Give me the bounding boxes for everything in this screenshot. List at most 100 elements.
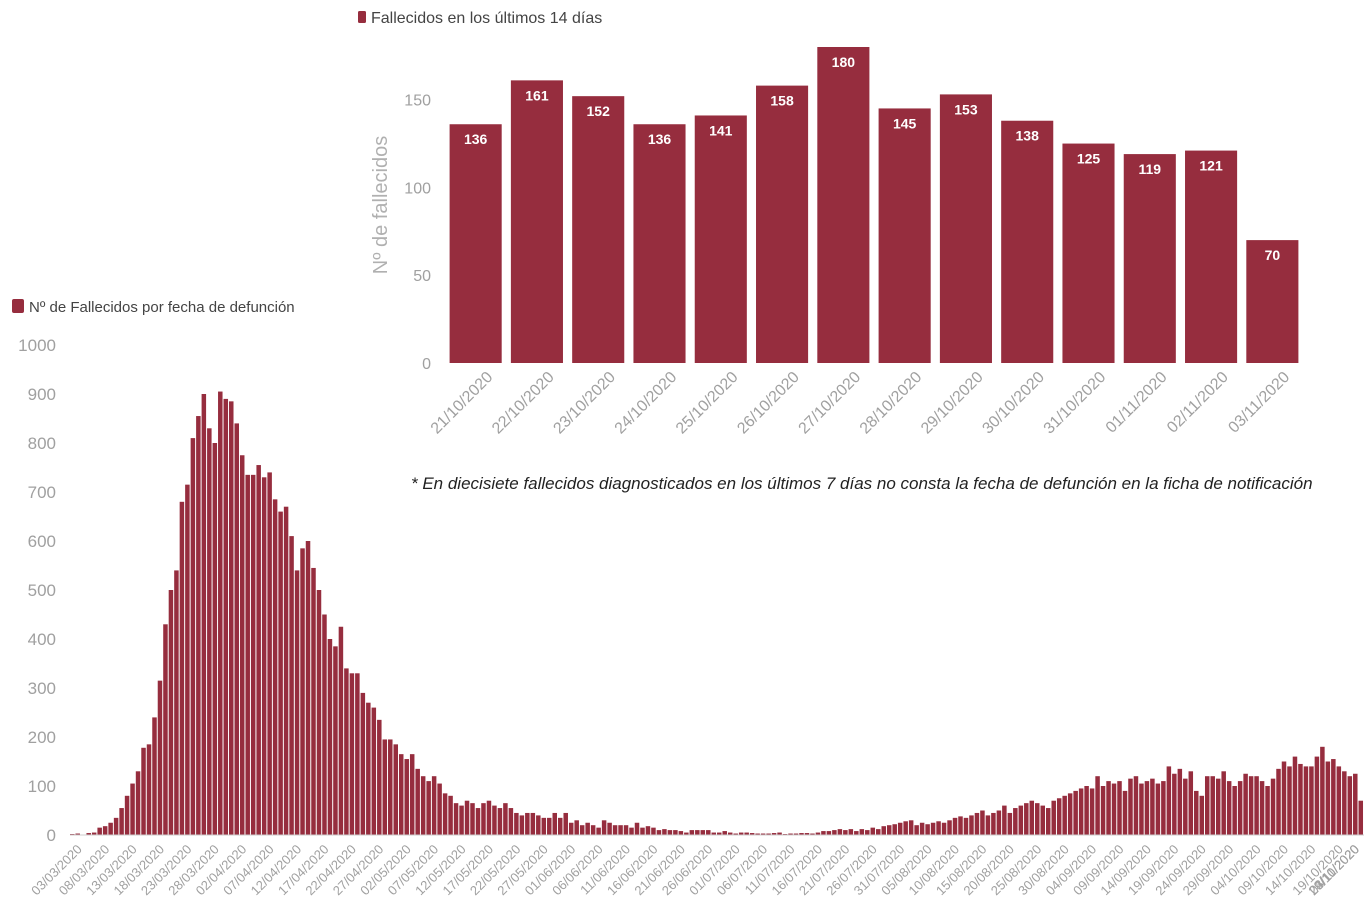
main-bar[interactable] bbox=[218, 391, 223, 835]
main-bar[interactable] bbox=[86, 833, 91, 835]
main-bar[interactable] bbox=[431, 776, 437, 835]
main-bar[interactable] bbox=[700, 830, 706, 835]
main-bar[interactable] bbox=[1336, 766, 1342, 835]
main-bar[interactable] bbox=[196, 416, 201, 835]
main-bar[interactable] bbox=[1353, 773, 1358, 835]
main-bar[interactable] bbox=[1051, 800, 1056, 835]
main-bar[interactable] bbox=[503, 803, 508, 835]
main-bar[interactable] bbox=[393, 744, 399, 835]
main-bar[interactable] bbox=[157, 680, 163, 835]
main-bar[interactable] bbox=[651, 827, 656, 835]
main-bar[interactable] bbox=[519, 815, 525, 835]
main-bar[interactable] bbox=[278, 511, 283, 835]
main-bar[interactable] bbox=[552, 812, 558, 835]
main-bar[interactable] bbox=[914, 825, 919, 835]
inset-legend-label[interactable]: Fallecidos en los últimos 14 días bbox=[371, 10, 602, 27]
main-bar[interactable] bbox=[684, 832, 689, 835]
main-bar[interactable] bbox=[1150, 778, 1155, 835]
main-bar[interactable] bbox=[1018, 805, 1024, 835]
main-bar[interactable] bbox=[618, 825, 623, 835]
main-bar[interactable] bbox=[267, 472, 272, 835]
main-bar[interactable] bbox=[97, 827, 102, 835]
main-bar[interactable] bbox=[557, 817, 563, 835]
main-bar[interactable] bbox=[1248, 776, 1254, 835]
main-bar[interactable] bbox=[1040, 805, 1046, 835]
inset-bar[interactable] bbox=[1185, 150, 1238, 363]
main-bar[interactable] bbox=[1276, 768, 1281, 835]
inset-bar[interactable] bbox=[1123, 154, 1176, 363]
main-bar[interactable] bbox=[1243, 773, 1248, 835]
main-bar[interactable] bbox=[530, 812, 536, 835]
main-bar[interactable] bbox=[1204, 776, 1210, 835]
main-bar[interactable] bbox=[722, 831, 727, 835]
main-bar[interactable] bbox=[1078, 788, 1084, 835]
main-bar[interactable] bbox=[75, 833, 80, 835]
main-bar[interactable] bbox=[1287, 766, 1292, 835]
main-bar[interactable] bbox=[404, 759, 409, 835]
main-bar[interactable] bbox=[1095, 776, 1100, 835]
main-bar[interactable] bbox=[1265, 786, 1270, 835]
main-bar[interactable] bbox=[1215, 778, 1221, 835]
main-bar[interactable] bbox=[174, 570, 179, 835]
main-bar[interactable] bbox=[727, 832, 733, 835]
main-bar[interactable] bbox=[316, 590, 322, 835]
main-legend-label[interactable]: Nº de Fallecidos por fecha de defunción bbox=[29, 299, 295, 316]
main-bar[interactable] bbox=[382, 739, 388, 835]
main-bar[interactable] bbox=[585, 822, 590, 835]
main-bar[interactable] bbox=[388, 739, 393, 835]
main-bar[interactable] bbox=[234, 423, 239, 835]
main-bar[interactable] bbox=[963, 817, 969, 835]
main-bar[interactable] bbox=[366, 702, 371, 835]
main-bar[interactable] bbox=[717, 832, 722, 835]
inset-bar[interactable] bbox=[633, 124, 686, 364]
main-bar[interactable] bbox=[1029, 800, 1035, 835]
main-bar[interactable] bbox=[135, 771, 141, 835]
main-bar[interactable] bbox=[930, 822, 936, 835]
main-bar[interactable] bbox=[1067, 793, 1073, 835]
main-bar[interactable] bbox=[865, 830, 870, 835]
main-bar[interactable] bbox=[1035, 803, 1040, 835]
main-bar[interactable] bbox=[1177, 768, 1183, 835]
main-bar[interactable] bbox=[1144, 781, 1150, 835]
main-bar[interactable] bbox=[294, 570, 300, 835]
main-bar[interactable] bbox=[1166, 766, 1172, 835]
main-bar[interactable] bbox=[711, 832, 717, 835]
main-bar[interactable] bbox=[124, 795, 130, 835]
main-bar[interactable] bbox=[897, 822, 903, 835]
main-bar[interactable] bbox=[892, 824, 897, 835]
main-bar[interactable] bbox=[903, 821, 908, 835]
main-bar[interactable] bbox=[848, 829, 854, 835]
main-bar[interactable] bbox=[475, 808, 481, 835]
main-bar[interactable] bbox=[1325, 761, 1331, 836]
main-bar[interactable] bbox=[974, 812, 980, 835]
main-bar[interactable] bbox=[239, 455, 245, 835]
main-bar[interactable] bbox=[1281, 761, 1287, 836]
main-bar[interactable] bbox=[305, 541, 311, 835]
main-bar[interactable] bbox=[755, 833, 760, 835]
main-bar[interactable] bbox=[563, 812, 568, 835]
main-bar[interactable] bbox=[1133, 776, 1139, 835]
main-bar[interactable] bbox=[1084, 786, 1089, 835]
inset-bar[interactable] bbox=[939, 94, 992, 364]
main-bar[interactable] bbox=[486, 800, 492, 835]
main-bar[interactable] bbox=[1139, 783, 1144, 835]
main-bar[interactable] bbox=[777, 832, 782, 835]
main-bar[interactable] bbox=[1254, 776, 1259, 835]
main-bar[interactable] bbox=[991, 812, 996, 835]
main-bar[interactable] bbox=[601, 820, 607, 835]
main-bar[interactable] bbox=[283, 506, 289, 835]
main-bar[interactable] bbox=[706, 830, 711, 835]
main-bar[interactable] bbox=[256, 465, 261, 835]
main-bar[interactable] bbox=[360, 692, 366, 835]
main-bar[interactable] bbox=[163, 624, 168, 835]
main-bar[interactable] bbox=[656, 830, 662, 835]
main-bar[interactable] bbox=[91, 832, 97, 835]
main-bar[interactable] bbox=[947, 820, 952, 835]
main-bar[interactable] bbox=[925, 824, 930, 835]
main-bar[interactable] bbox=[1347, 776, 1353, 835]
main-bar[interactable] bbox=[815, 832, 821, 835]
main-bar[interactable] bbox=[141, 747, 146, 835]
main-bar[interactable] bbox=[333, 646, 338, 835]
main-bar[interactable] bbox=[667, 830, 673, 835]
main-bar[interactable] bbox=[870, 827, 876, 835]
